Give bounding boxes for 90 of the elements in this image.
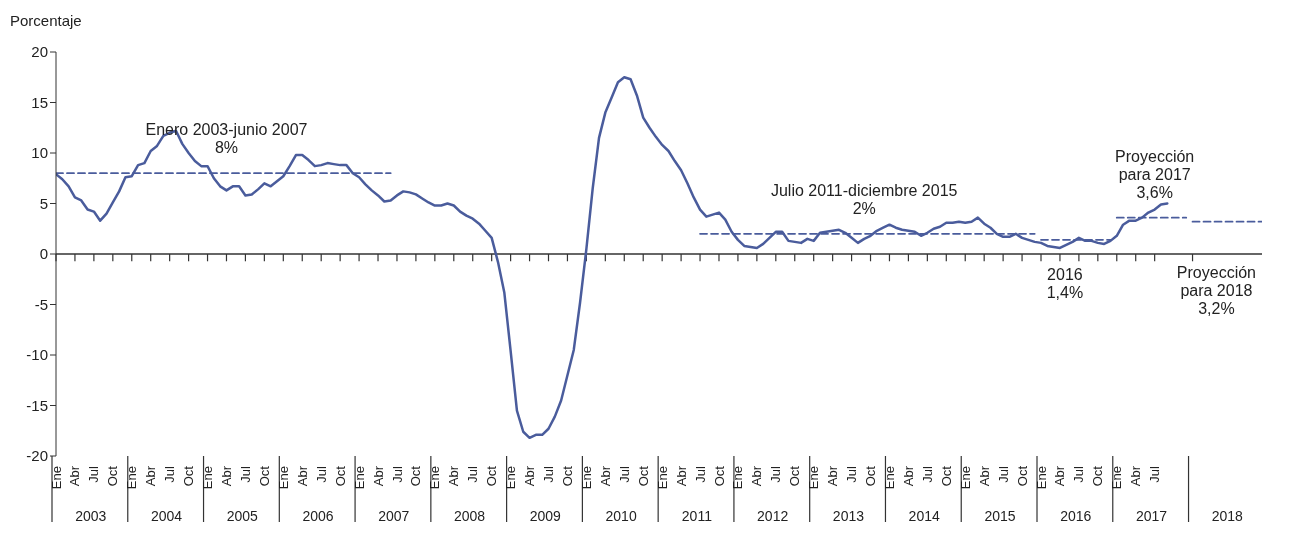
x-tick-label: Oct: [105, 465, 121, 487]
x-tick-label: Abr: [749, 465, 765, 487]
x-tick-label: Abr: [370, 465, 386, 487]
x-tick-label: Abr: [1128, 465, 1144, 487]
x-tick-label: Ene: [351, 466, 367, 490]
x-tick-label: Oct: [256, 465, 272, 487]
y-tick-label: -15: [26, 396, 48, 414]
x-tick-label: Abr: [976, 465, 992, 487]
x-tick-label: Oct: [484, 465, 500, 487]
x-tick-label: Abr: [522, 465, 538, 487]
x-tick-label: Abr: [219, 465, 235, 487]
x-tick-label: Oct: [635, 465, 651, 487]
x-tick-label: Ene: [503, 466, 519, 490]
text: 2004: [150, 508, 183, 525]
x-tick-label: Oct: [559, 465, 575, 487]
y-tick-label: -20: [26, 447, 48, 465]
x-tick-label: Abr: [597, 465, 613, 487]
x-tick-label: Jul: [1147, 465, 1163, 483]
x-tick-label: Abr: [673, 465, 689, 487]
x-tick-label: Ene: [806, 466, 822, 490]
y-tick-label: -5: [34, 295, 48, 313]
x-tick-label: Jul: [616, 465, 632, 483]
x-tick-label: Ene: [730, 466, 746, 490]
x-tick-label: Jul: [237, 465, 253, 483]
x-tick-label: Ene: [200, 466, 216, 490]
x-tick-label: Oct: [938, 465, 954, 487]
x-tick-label: Oct: [1014, 465, 1030, 487]
text: 2016: [1060, 508, 1092, 525]
text: 2015: [984, 508, 1016, 525]
x-tick-label: Ene: [882, 466, 898, 490]
y-tick-label: -10: [26, 346, 48, 364]
annotation: Proyección para 2017 3,6%: [1115, 147, 1195, 201]
x-tick-label: Jul: [919, 465, 935, 483]
x-tick-label: Jul: [692, 465, 708, 483]
text: 2018: [1211, 508, 1244, 525]
x-tick-label: Abr: [825, 465, 841, 487]
x-tick-label: Oct: [181, 465, 197, 487]
text: 2008: [454, 508, 486, 525]
text: 2003: [75, 508, 107, 525]
x-tick-label: Ene: [124, 466, 140, 490]
text: 2009: [529, 508, 562, 525]
x-tick-label: Oct: [787, 465, 803, 487]
y-tick-label: 0: [39, 245, 48, 263]
text: 2007: [378, 508, 410, 525]
y-tick-label: 5: [39, 194, 48, 212]
x-tick-label: Ene: [654, 466, 670, 490]
x-tick-label: Ene: [48, 466, 64, 490]
x-tick-label: Jul: [1071, 465, 1087, 483]
text: 2012: [757, 508, 789, 525]
x-tick-label: Jul: [389, 465, 405, 483]
x-tick-label: Ene: [1109, 466, 1125, 490]
x-tick-label: Oct: [332, 465, 348, 487]
x-tick-label: Jul: [844, 465, 860, 483]
y-tick-label: 10: [31, 144, 48, 162]
annotation: Julio 2011-diciembre 2015 2%: [770, 181, 958, 217]
x-tick-label: Abr: [143, 465, 159, 487]
x-tick-label: Jul: [86, 465, 102, 483]
x-tick-label: Ene: [1033, 466, 1049, 490]
x-tick-label: Abr: [1052, 465, 1068, 487]
annotation: 2016 1,4%: [1046, 265, 1084, 301]
x-tick-label: Ene: [578, 466, 594, 490]
y-tick-label: 20: [31, 43, 48, 61]
x-tick-label: Abr: [294, 465, 310, 487]
text: 2006: [302, 508, 334, 525]
x-tick-label: Oct: [863, 465, 879, 487]
y-axis-title: Porcentaje: [10, 12, 82, 29]
x-tick-label: Jul: [768, 465, 784, 483]
text: 2005: [226, 508, 259, 525]
x-tick-label: Abr: [67, 465, 83, 487]
x-tick-label: Jul: [465, 465, 481, 483]
text: 2013: [832, 508, 865, 525]
x-tick-label: Jul: [541, 465, 557, 483]
x-tick-label: Jul: [162, 465, 178, 483]
text: 2010: [605, 508, 637, 525]
x-tick-label: Oct: [1090, 465, 1106, 487]
y-tick-label: 15: [31, 93, 48, 111]
text: 2014: [908, 508, 940, 525]
text: 2011: [681, 508, 713, 525]
x-tick-label: Ene: [957, 466, 973, 490]
text: 2017: [1135, 508, 1168, 525]
annotation: Proyección para 2018 3,2%: [1176, 264, 1257, 317]
x-tick-label: Jul: [995, 465, 1011, 483]
x-tick-label: Ene: [275, 466, 291, 490]
annotation: Enero 2003-junio 2007 8%: [145, 121, 308, 157]
x-tick-label: Oct: [711, 465, 727, 487]
x-tick-label: Jul: [313, 465, 329, 483]
x-tick-label: Oct: [408, 465, 424, 487]
x-tick-label: Abr: [446, 465, 462, 487]
x-tick-label: Abr: [900, 465, 916, 487]
x-tick-label: Ene: [427, 466, 443, 490]
